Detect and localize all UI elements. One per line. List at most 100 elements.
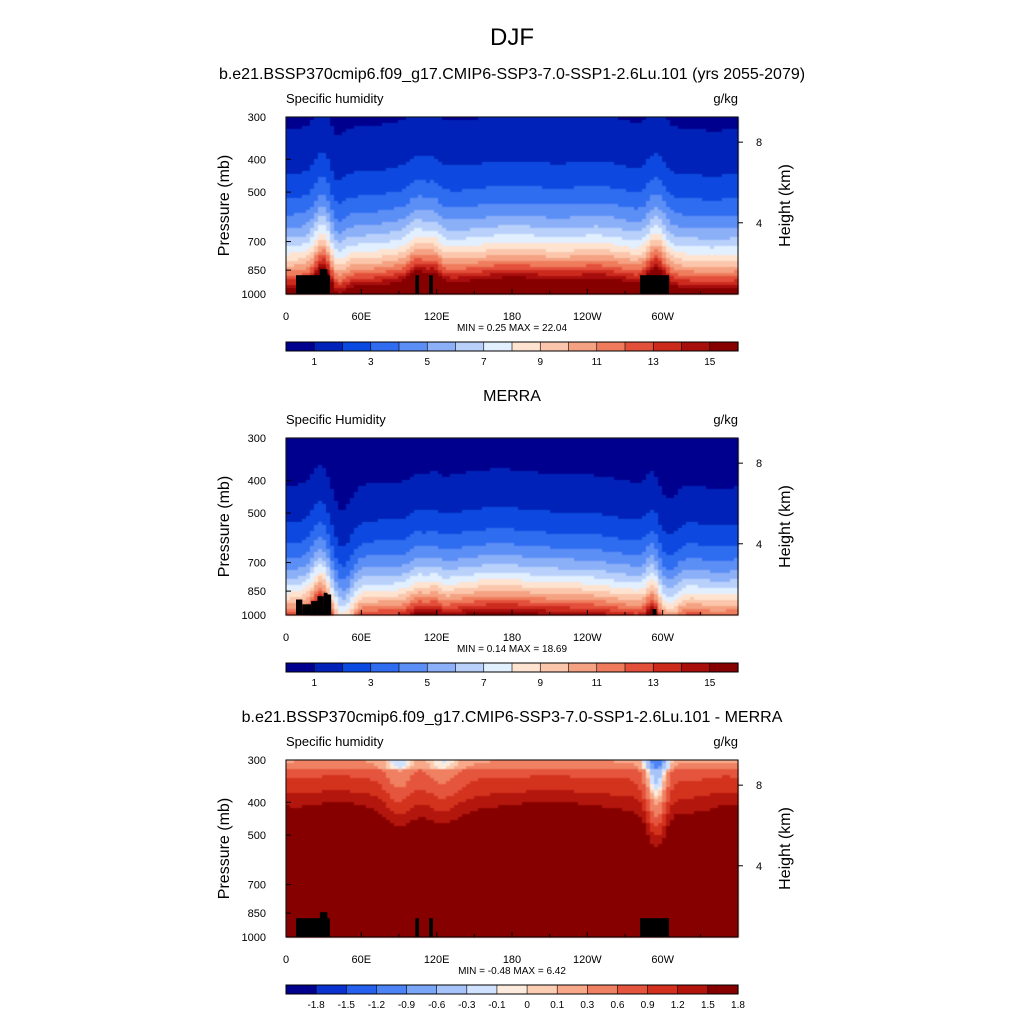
x-tick-label: 60E — [352, 311, 372, 323]
min-max-label: MIN = -0.48 MAX = 6.42 — [458, 966, 566, 977]
colorbar-swatch — [455, 341, 485, 352]
colorbar-swatch — [370, 341, 400, 352]
x-tick-label: 120E — [424, 311, 450, 323]
panel-title: b.e21.BSSP370cmip6.f09_g17.CMIP6-SSP3-7.… — [242, 709, 783, 726]
topography-block — [640, 918, 669, 937]
topography-block — [429, 918, 433, 937]
colorbar-swatch — [370, 662, 400, 673]
colorbar-label: -1.8 — [307, 1000, 325, 1011]
y-tick-label: 850 — [248, 586, 266, 598]
y-tick-label: 700 — [248, 237, 266, 249]
colorbar-swatch — [624, 341, 654, 352]
colorbar-swatch — [426, 662, 457, 673]
colorbar-swatch — [568, 662, 598, 673]
x-tick-label: 0 — [283, 632, 289, 644]
colorbar-label: 11 — [592, 357, 603, 368]
y-tick-label: 500 — [248, 187, 266, 199]
colorbar-swatch — [709, 341, 739, 352]
colorbar-swatch — [596, 662, 626, 673]
colorbar: 1 3 5 7 9 11 13 15 — [285, 341, 739, 368]
x-tick-label: 120W — [573, 632, 602, 644]
colorbar-swatch — [556, 984, 588, 995]
colorbar-swatch — [587, 984, 619, 995]
y-tick-label: 1000 — [242, 610, 266, 622]
y-tick-label: 400 — [248, 154, 266, 166]
colorbar-swatch — [455, 662, 485, 673]
contour-plot: 300 400 500 700 850 1000 0 60E 120E 180 120W 60W 8 4 P… — [216, 433, 794, 644]
colorbar-swatch — [426, 341, 457, 352]
min-max-label: MIN = 0.14 MAX = 18.69 — [457, 644, 567, 655]
colorbar-label: 9 — [538, 357, 544, 368]
y-tick-label: 850 — [248, 908, 266, 920]
y-tick-label: 700 — [248, 558, 266, 570]
colorbar-label: 1.8 — [731, 1000, 745, 1011]
panel-obs: MERRA Specific Humidity g/kg 30040050070… — [216, 388, 794, 689]
panel-title: b.e21.BSSP370cmip6.f09_g17.CMIP6-SSP3-7.… — [219, 66, 805, 83]
colorbar-swatch — [709, 662, 739, 673]
x-tick-label: 0 — [283, 954, 289, 966]
colorbar-swatch — [539, 341, 570, 352]
colorbar-swatch — [285, 662, 315, 673]
y-axis-title: Pressure (mb) — [216, 476, 233, 577]
x-tick-label: 180 — [503, 632, 521, 644]
colorbar-swatch — [466, 984, 498, 995]
colorbar-swatch — [568, 341, 598, 352]
y-tick-label: 500 — [248, 830, 266, 842]
colorbar-swatch — [511, 662, 541, 673]
colorbar-label: 7 — [481, 678, 487, 689]
colorbar-label: 0.9 — [641, 1000, 655, 1011]
x-tick-label: 180 — [503, 311, 521, 323]
colorbar-label: 13 — [648, 678, 660, 689]
contour-fill — [286, 438, 739, 616]
y-tick-label: 1000 — [242, 932, 266, 944]
height-tick-label: 4 — [756, 539, 762, 551]
colorbar-label: 5 — [425, 357, 431, 368]
colorbar-label: 3 — [368, 678, 374, 689]
colorbar-swatch — [406, 984, 438, 995]
y2-axis-title: Height (km) — [777, 485, 794, 568]
topography-block — [327, 594, 332, 615]
min-max-label: MIN = 0.25 MAX = 22.04 — [457, 323, 567, 334]
contour-plot: 300 400 500 700 850 1000 0 60E 120E 180 120W 60W 8 4 P… — [216, 755, 794, 966]
units-label: g/kg — [713, 412, 738, 427]
topography-mask — [296, 592, 657, 615]
x-tick-label: 120E — [424, 632, 450, 644]
axes: 300 400 500 700 850 1000 0 60E 120E 180 120W 60W 8 4 P… — [216, 755, 794, 966]
colorbar-swatch — [681, 341, 711, 352]
colorbar-swatch — [617, 984, 649, 995]
topography-block — [323, 592, 328, 615]
colorbar-label: -0.6 — [428, 1000, 446, 1011]
colorbar-swatch — [376, 984, 408, 995]
y-tick-label: 300 — [248, 433, 266, 445]
colorbar-swatch — [496, 984, 528, 995]
colorbar-swatch — [647, 984, 679, 995]
colorbar-swatch — [677, 984, 709, 995]
colorbar-swatch — [315, 984, 347, 995]
contour-fill — [286, 760, 739, 938]
axes: 300 400 500 700 850 1000 0 60E 120E 180 120W 60W 8 4 P… — [216, 433, 794, 644]
colorbar-label: 0.6 — [611, 1000, 625, 1011]
topography-block — [317, 596, 324, 615]
colorbar-label: 0.1 — [550, 1000, 564, 1011]
y2-axis-title: Height (km) — [777, 164, 794, 247]
colorbar-label: 7 — [481, 357, 487, 368]
colorbar: -1.8 -1.5 -1.2 -0.9 -0.6 -0.3 -0.1 0 0.1 0.3 0.6 0.… — [285, 984, 745, 1011]
y-tick-label: 700 — [248, 880, 266, 892]
topography-block — [296, 599, 303, 615]
topography-block — [311, 601, 318, 615]
colorbar-swatch — [342, 662, 372, 673]
topography-block — [429, 275, 433, 294]
colorbar-label: 1.2 — [671, 1000, 685, 1011]
colorbar-swatch — [345, 984, 377, 995]
x-tick-label: 120E — [424, 954, 450, 966]
colorbar-swatch — [398, 662, 428, 673]
x-tick-label: 60E — [352, 632, 372, 644]
contour-fill — [286, 117, 739, 295]
colorbar-label: -1.5 — [338, 1000, 356, 1011]
colorbar-swatch — [436, 984, 468, 995]
topography-block — [640, 275, 669, 294]
colorbar-label: 5 — [425, 678, 431, 689]
y2-axis-title: Height (km) — [777, 807, 794, 890]
colorbar-label: -0.9 — [398, 1000, 416, 1011]
